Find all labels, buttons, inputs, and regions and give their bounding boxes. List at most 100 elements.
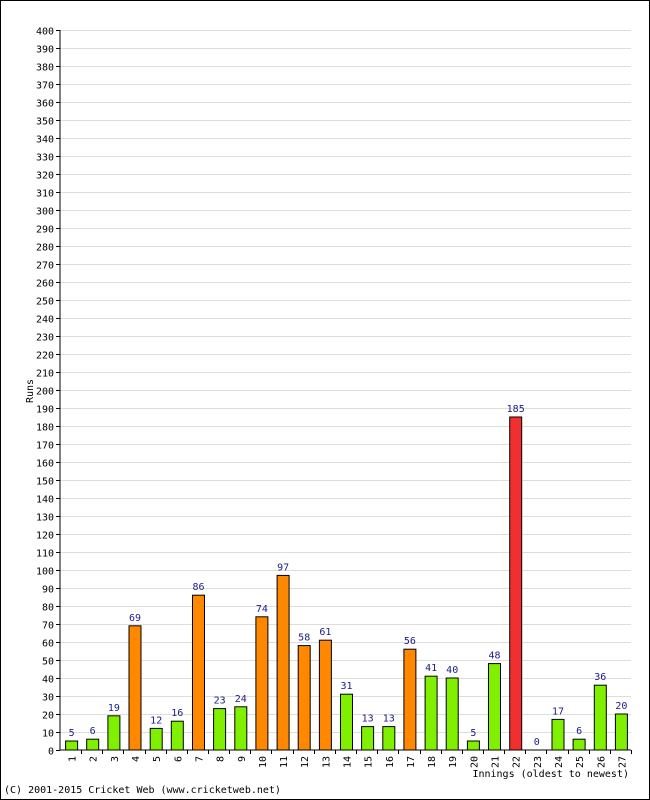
- bar: [65, 740, 79, 751]
- x-tick-label: 24: [554, 756, 565, 768]
- y-tick-label: 370: [36, 81, 54, 92]
- data-label: 48: [488, 651, 500, 662]
- x-tick-label: 25: [575, 756, 586, 768]
- data-label: 56: [404, 636, 416, 647]
- data-label: 23: [214, 696, 226, 707]
- y-tick-label: 0: [48, 747, 54, 758]
- bar: [445, 677, 459, 751]
- data-label: 31: [340, 681, 352, 692]
- y-tick-label: 400: [36, 27, 54, 38]
- data-label: 6: [576, 726, 582, 737]
- y-tick-label: 310: [36, 189, 54, 200]
- x-tick-label: 18: [427, 756, 438, 768]
- y-tick-label: 110: [36, 549, 54, 560]
- data-label: 12: [150, 715, 162, 726]
- bar: [255, 616, 269, 751]
- bar: [107, 715, 121, 751]
- x-tick-label: 6: [173, 756, 184, 762]
- y-tick-label: 190: [36, 405, 54, 416]
- x-tick-label: 10: [258, 756, 269, 768]
- y-tick-label: 290: [36, 225, 54, 236]
- data-label: 0: [534, 737, 540, 748]
- y-tick-label: 20: [42, 711, 54, 722]
- data-label: 40: [446, 665, 458, 676]
- y-tick-label: 80: [42, 603, 54, 614]
- bar: [509, 416, 523, 751]
- y-tick-label: 180: [36, 423, 54, 434]
- y-tick-label: 340: [36, 135, 54, 146]
- data-label: 24: [235, 694, 247, 705]
- gridlines: [60, 30, 631, 733]
- x-axis-title: Innings (oldest to newest): [472, 769, 629, 780]
- bar: [614, 713, 628, 751]
- y-tick-label: 300: [36, 207, 54, 218]
- y-tick-label: 30: [42, 693, 54, 704]
- bar: [466, 740, 480, 751]
- data-label: 6: [90, 726, 96, 737]
- data-label: 41: [425, 663, 437, 674]
- x-tick-label: 14: [343, 756, 354, 768]
- y-tick-label: 220: [36, 351, 54, 362]
- y-tick-label: 210: [36, 369, 54, 380]
- y-tick-label: 270: [36, 261, 54, 272]
- x-tick-label: 4: [131, 756, 142, 762]
- data-label: 20: [615, 701, 627, 712]
- y-tick-label: 280: [36, 243, 54, 254]
- data-label: 13: [362, 714, 374, 725]
- bar: [128, 625, 142, 751]
- bars: [65, 416, 628, 751]
- y-tick-label: 250: [36, 297, 54, 308]
- y-tick-label: 130: [36, 513, 54, 524]
- data-label: 19: [108, 703, 120, 714]
- data-label: 16: [171, 708, 183, 719]
- y-tick-label: 230: [36, 333, 54, 344]
- y-tick-label: 380: [36, 63, 54, 74]
- bar: [297, 645, 311, 751]
- data-label: 13: [383, 714, 395, 725]
- bar: [170, 720, 184, 751]
- data-label: 74: [256, 604, 268, 615]
- bar: [86, 738, 100, 751]
- y-tick-label: 150: [36, 477, 54, 488]
- data-label: 58: [298, 633, 310, 644]
- bar: [340, 693, 353, 751]
- y-tick-label: 50: [42, 657, 54, 668]
- data-label: 61: [319, 627, 331, 638]
- data-label: 5: [69, 728, 75, 739]
- x-tick-label: 19: [448, 756, 459, 768]
- y-tick-label: 40: [42, 675, 54, 686]
- y-tick-label: 140: [36, 495, 54, 506]
- x-tick-label: 22: [512, 756, 523, 768]
- y-tick-label: 100: [36, 567, 54, 578]
- y-tick-label: 10: [42, 729, 54, 740]
- x-tick-label: 11: [279, 756, 290, 768]
- x-tick-label: 23: [533, 756, 544, 768]
- x-tick-label: 9: [237, 756, 248, 762]
- y-axis-title: Runs: [25, 379, 36, 403]
- data-label: 36: [594, 672, 606, 683]
- x-tick-label: 21: [491, 756, 502, 768]
- x-tick-label: 13: [321, 756, 332, 768]
- x-tick-label: 1: [68, 756, 79, 762]
- y-tick-label: 170: [36, 441, 54, 452]
- x-tick-label: 8: [216, 756, 227, 762]
- copyright-text: (C) 2001-2015 Cricket Web (www.cricketwe…: [4, 785, 281, 796]
- x-tick-label: 12: [300, 756, 311, 768]
- y-tick-label: 200: [36, 387, 54, 398]
- bar: [149, 727, 163, 751]
- data-label: 97: [277, 562, 289, 573]
- bar: [551, 718, 565, 751]
- data-label: 86: [192, 582, 204, 593]
- y-tick-label: 390: [36, 45, 54, 56]
- bar: [276, 574, 290, 751]
- y-tick-label: 260: [36, 279, 54, 290]
- data-label: 5: [470, 728, 476, 739]
- x-tick-label: 20: [469, 756, 480, 768]
- bar: [192, 594, 205, 751]
- x-tick-label: 27: [617, 756, 628, 768]
- data-label: 185: [507, 404, 525, 415]
- x-tick-label: 2: [89, 756, 100, 762]
- y-tick-label: 60: [42, 639, 54, 650]
